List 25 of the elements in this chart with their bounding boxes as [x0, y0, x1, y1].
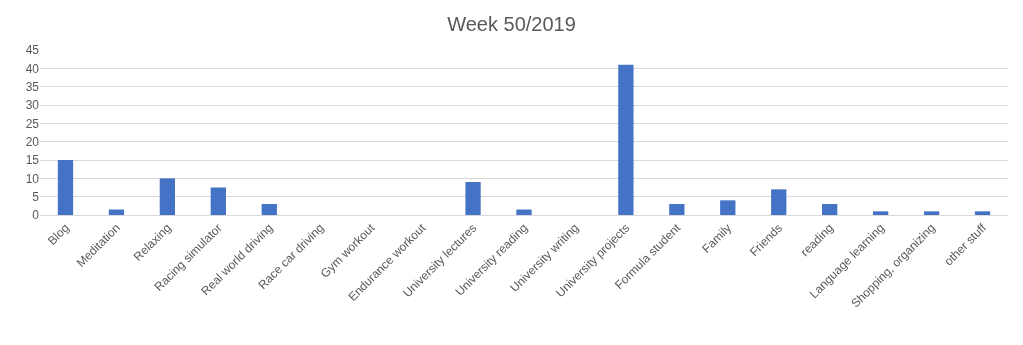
y-tick-label: 15 [25, 153, 40, 168]
bar [771, 189, 787, 215]
y-tick-label: 0 [32, 208, 40, 223]
bar [57, 160, 74, 215]
y-tick-label: 5 [32, 189, 40, 204]
bar [159, 178, 176, 215]
bar [669, 204, 685, 215]
y-tick-label: 45 [25, 43, 40, 58]
y-tick-label: 40 [25, 61, 40, 76]
y-tick-label: 10 [25, 171, 40, 186]
y-tick-label: 35 [25, 79, 40, 94]
bar [210, 187, 226, 215]
bar [261, 204, 277, 215]
bar [720, 200, 736, 215]
chart-title: Week 50/2019 [447, 13, 576, 36]
bar [465, 182, 481, 215]
bar [618, 64, 634, 215]
bar [516, 209, 532, 215]
y-tick-label: 20 [25, 134, 40, 149]
y-tick-label: 25 [25, 116, 40, 131]
y-tick-label: 30 [25, 98, 40, 113]
bar [974, 211, 991, 215]
bar [923, 211, 940, 215]
bar [822, 204, 838, 215]
bar [872, 211, 889, 215]
